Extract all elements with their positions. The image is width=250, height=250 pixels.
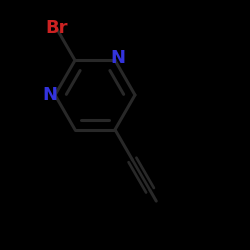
Text: N: N bbox=[42, 86, 57, 104]
Text: N: N bbox=[110, 49, 126, 67]
Text: Br: Br bbox=[45, 18, 68, 36]
